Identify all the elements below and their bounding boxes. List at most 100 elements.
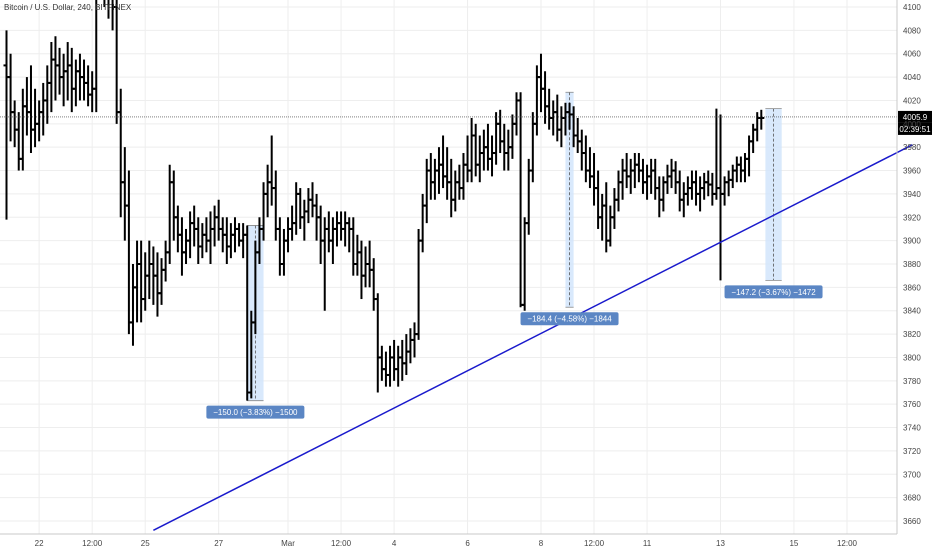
ohlc-bar <box>391 339 398 381</box>
ohlc-bar <box>170 170 177 241</box>
ohlc-bar <box>460 153 467 200</box>
y-tick-label: 4020 <box>903 96 921 105</box>
y-tick-label: 3880 <box>903 260 921 269</box>
ohlc-bar <box>362 246 369 288</box>
ohlc-bar <box>737 156 744 183</box>
ohlc-bar <box>15 112 22 171</box>
ohlc-bar <box>550 100 557 136</box>
x-tick-label: 25 <box>141 539 150 548</box>
x-tick-label: 15 <box>789 539 798 548</box>
ohlc-bar <box>554 94 561 142</box>
ohlc-bar <box>558 106 565 148</box>
y-tick-label: 3840 <box>903 307 921 316</box>
ohlc-bar <box>537 53 544 113</box>
ohlc-bar <box>178 217 185 276</box>
ohlc-bar <box>3 30 10 220</box>
ohlc-bar <box>464 135 471 183</box>
x-axis: 22 12:00 25 27 Mar 12:00 4 6 8 12:00 11 13 15 12:00 <box>0 533 897 548</box>
measure-label-text: −147.2 (−3.67%) −1472 <box>731 288 816 297</box>
y-tick-label: 4040 <box>903 73 921 82</box>
ohlc-bar <box>468 117 475 183</box>
ohlc-bars <box>3 0 765 401</box>
ohlc-bar <box>358 240 365 300</box>
ohlc-bar <box>656 176 663 218</box>
ohlc-bar <box>419 193 426 253</box>
ohlc-bar <box>285 217 292 253</box>
ohlc-bar <box>705 170 712 197</box>
ohlc-bar <box>472 123 479 177</box>
ohlc-bar <box>713 108 720 200</box>
ohlc-bar <box>415 228 422 340</box>
y-tick-label: 4080 <box>903 26 921 35</box>
ohlc-bar <box>680 182 687 218</box>
ohlc-bar <box>56 47 63 95</box>
ohlc-bar <box>350 217 357 276</box>
y-tick-label: 3860 <box>903 283 921 292</box>
chart-title: Bitcoin / U.S. Dollar, 240, BITFINEX <box>4 3 132 12</box>
ohlc-bar <box>305 188 312 224</box>
ohlc-bar <box>635 153 642 183</box>
ohlc-bar <box>236 223 243 247</box>
y-tick-label: 3700 <box>903 470 921 479</box>
ohlc-bar <box>203 217 210 253</box>
y-tick-label: 3960 <box>903 167 921 176</box>
x-tick-label: 12:00 <box>837 539 858 548</box>
ohlc-bar <box>717 114 724 281</box>
ohlc-bar <box>750 123 757 154</box>
ohlc-bar <box>374 293 381 393</box>
ohlc-bar <box>27 65 34 154</box>
ohlc-bar <box>480 129 487 171</box>
last-price-badge <box>898 110 932 123</box>
ohlc-bar <box>68 47 75 113</box>
ohlc-bar <box>125 170 132 335</box>
ohlc-bar <box>309 182 316 218</box>
ohlc-bar <box>427 153 434 200</box>
x-tick-label: 12:00 <box>584 539 605 548</box>
ohlc-bar <box>448 158 455 218</box>
ohlc-bar <box>411 322 418 358</box>
ohlc-bar <box>672 161 679 194</box>
x-tick-label: 8 <box>539 539 544 548</box>
ohlc-bar <box>166 164 173 264</box>
ohlc-bar <box>382 351 389 387</box>
ohlc-bar <box>574 117 581 154</box>
ohlc-bar <box>113 0 120 124</box>
ohlc-bar <box>693 170 700 206</box>
trendline-layer <box>153 144 913 532</box>
ohlc-bar <box>648 158 655 194</box>
countdown-text: 02:39:51 <box>899 125 931 134</box>
ohlc-bar <box>107 0 110 19</box>
measurement-labels: −150.0 (−3.83%) −1500 −184.4 (−4.58%) −18… <box>206 285 823 419</box>
y-tick-label: 4060 <box>903 50 921 59</box>
ohlc-bar <box>215 199 222 241</box>
ohlc-bar <box>333 211 340 247</box>
y-tick-label: 3680 <box>903 494 921 503</box>
ohlc-bar <box>138 240 145 323</box>
ohlc-bar <box>7 53 14 142</box>
ohlc-bar <box>64 42 71 101</box>
ohlc-bar <box>729 164 736 189</box>
ohlc-bar <box>162 240 169 282</box>
ohlc-bar <box>231 217 238 253</box>
ohlc-bar <box>493 112 500 165</box>
ohlc-bar <box>301 199 308 241</box>
ohlc-bar <box>644 164 651 200</box>
ohlc-bar <box>676 170 683 212</box>
ohlc-bar <box>639 158 646 194</box>
measure-label-text: −150.0 (−3.83%) −1500 <box>213 408 298 417</box>
trendline <box>153 144 913 532</box>
ohlc-bar <box>40 82 47 136</box>
x-tick-label: 12:00 <box>331 539 352 548</box>
ohlc-bar <box>668 158 675 189</box>
ohlc-bar <box>423 158 430 224</box>
y-tick-label: 3660 <box>903 517 921 526</box>
ohlc-bar <box>721 176 728 206</box>
ohlc-bar <box>317 205 324 264</box>
ohlc-bar <box>207 211 214 264</box>
ohlc-bar <box>174 205 181 253</box>
ohlc-bar <box>709 172 716 206</box>
y-tick-label: 4100 <box>903 3 921 12</box>
x-tick-label: 11 <box>643 539 652 548</box>
